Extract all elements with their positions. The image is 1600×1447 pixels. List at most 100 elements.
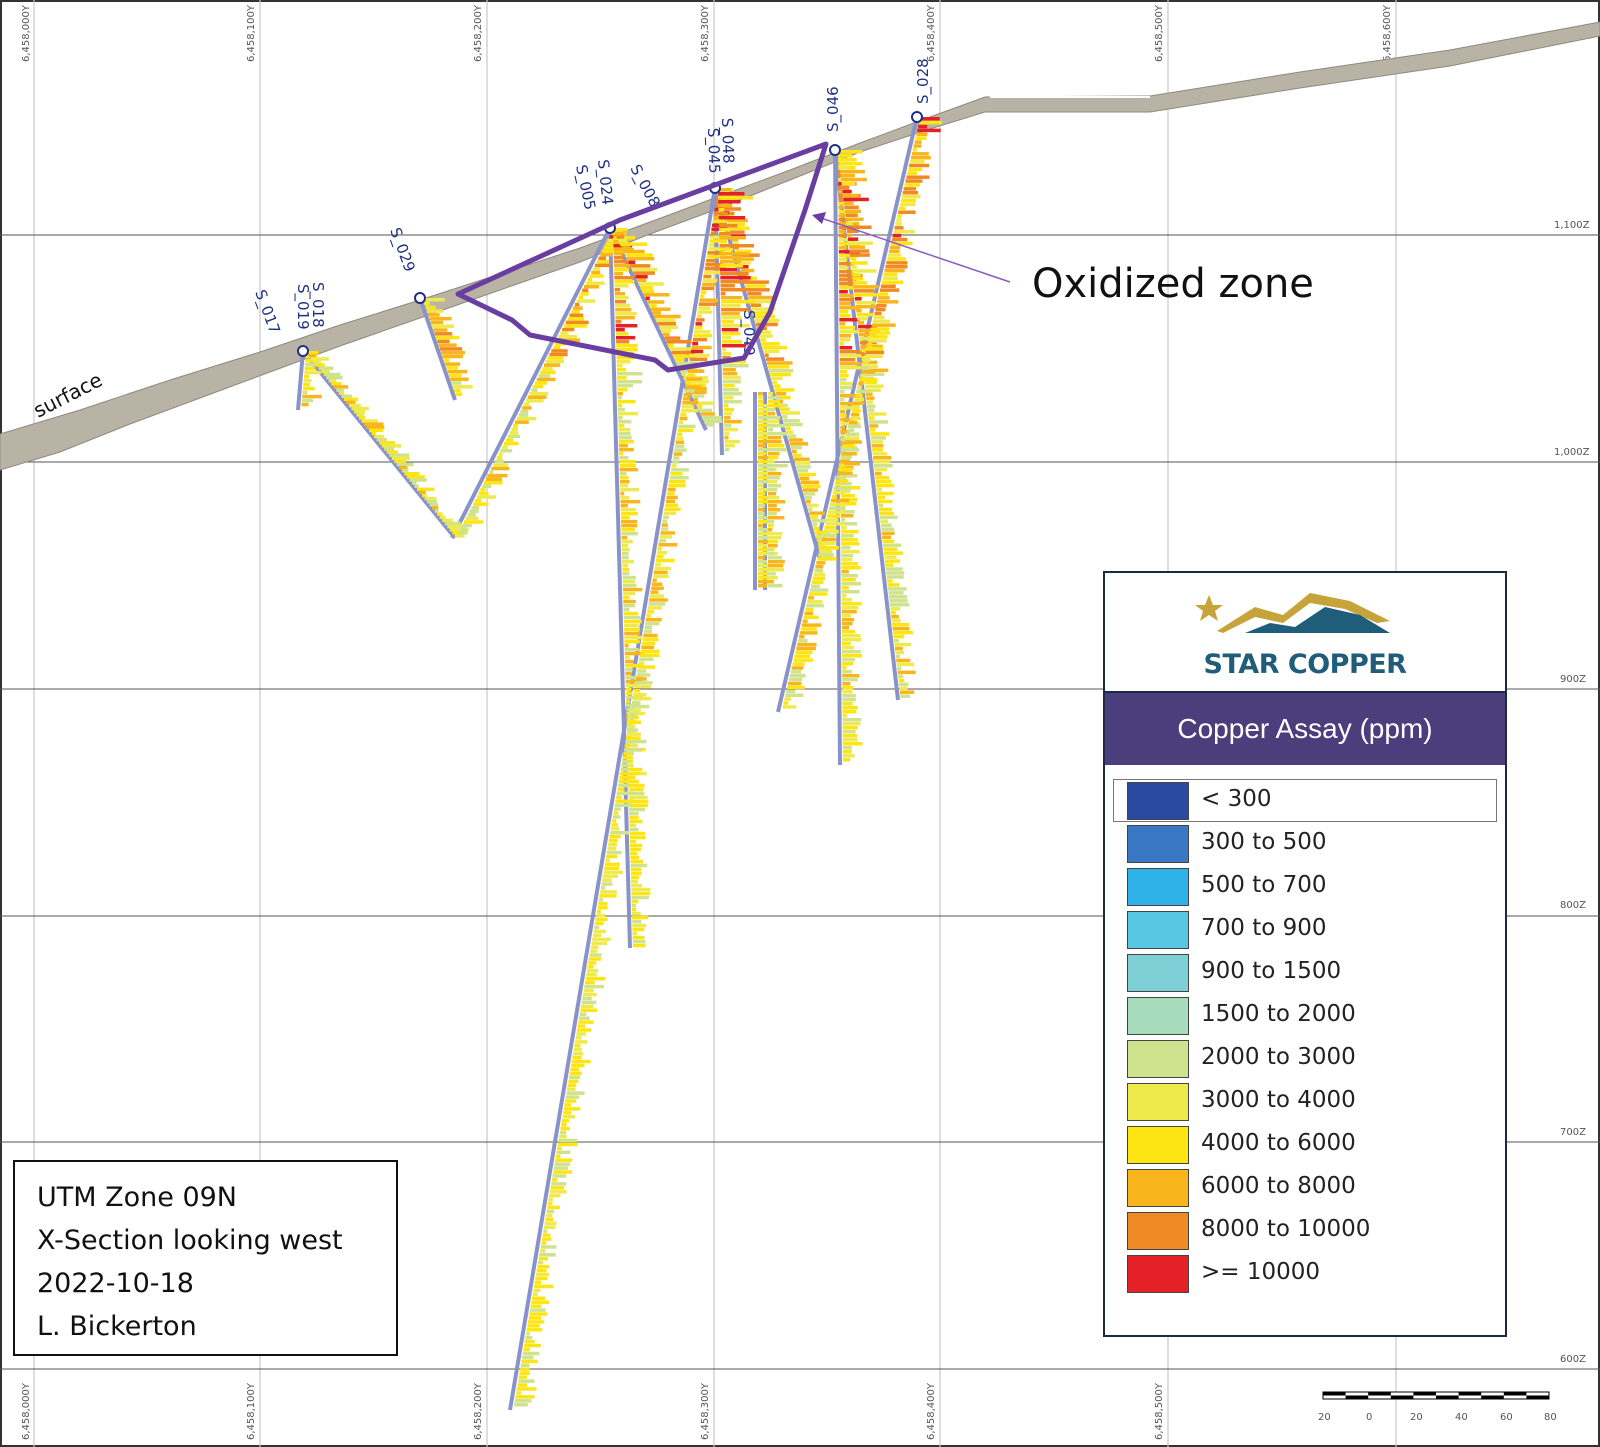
star-copper-logo: STAR COPPER: [1105, 573, 1505, 693]
scale-bar-segment: [1503, 1392, 1527, 1396]
elevation-label: 700Z: [1560, 1127, 1586, 1138]
assay-bar: [594, 263, 611, 268]
assay-bar: [720, 275, 751, 280]
assay-bar: [629, 835, 646, 840]
assay-bar: [666, 339, 692, 344]
assay-bar: [694, 330, 711, 334]
assay-bar: [880, 519, 889, 524]
legend-item[interactable]: 900 to 1500: [1113, 951, 1497, 994]
assay-bars: [301, 117, 942, 1407]
drill-hole-trace: [713, 187, 724, 456]
legend-panel: STAR COPPER Copper Assay (ppm) < 300 300…: [1103, 571, 1507, 1337]
assay-bar: [869, 335, 888, 339]
assay-bar: [614, 803, 633, 807]
legend-item[interactable]: >= 10000: [1113, 1252, 1497, 1295]
assay-bar: [619, 463, 636, 468]
legend-item[interactable]: 700 to 900: [1113, 908, 1497, 951]
assay-bar: [739, 264, 749, 269]
assay-bar: [882, 535, 892, 539]
assay-bar: [840, 449, 847, 454]
legend-swatch: [1127, 911, 1189, 949]
assay-bar: [854, 293, 880, 297]
assay-bar: [858, 381, 864, 386]
assay-bar: [618, 443, 628, 448]
assay-bar: [723, 391, 742, 396]
assay-bar: [616, 363, 623, 368]
assay-bar: [669, 475, 689, 480]
assay-bar: [627, 728, 639, 732]
assay-bar: [558, 334, 578, 339]
assay-bar: [548, 1197, 553, 1202]
assay-bar: [720, 271, 749, 276]
legend-item[interactable]: 1500 to 2000: [1113, 994, 1497, 1037]
assay-bar: [800, 480, 819, 485]
northing-label: 6,458,600Y: [1382, 4, 1393, 62]
assay-bar: [855, 304, 878, 309]
legend-item[interactable]: < 300: [1113, 779, 1497, 822]
assay-bar: [686, 383, 706, 387]
assay-bar: [543, 1225, 556, 1230]
assay-bar: [491, 466, 510, 471]
assay-bar: [520, 1363, 530, 1368]
assay-bar: [422, 493, 427, 498]
assay-bar: [702, 282, 717, 287]
assay-bar: [560, 331, 569, 335]
legend-item[interactable]: 8000 to 10000: [1113, 1209, 1497, 1252]
assay-bar: [417, 487, 435, 492]
assay-bar: [890, 607, 901, 611]
legend-item[interactable]: 4000 to 6000: [1113, 1123, 1497, 1166]
assay-bar: [686, 373, 696, 377]
assay-bar: [516, 1387, 537, 1391]
assay-bar: [316, 363, 325, 367]
assay-bar: [567, 1083, 577, 1087]
assay-bar: [536, 1268, 547, 1273]
assay-bar: [768, 500, 786, 504]
assay-bar: [673, 354, 696, 358]
assay-bar: [758, 452, 767, 456]
legend-item[interactable]: 6000 to 8000: [1113, 1166, 1497, 1209]
assay-bar: [622, 555, 629, 560]
assay-bar: [838, 153, 853, 158]
assay-bar: [301, 402, 309, 407]
assay-bar: [498, 452, 503, 457]
assay-bar: [547, 1205, 560, 1210]
assay-bar: [793, 658, 814, 662]
legend-item[interactable]: 3000 to 4000: [1113, 1080, 1497, 1123]
legend-item[interactable]: 2000 to 3000: [1113, 1037, 1497, 1080]
assay-bar: [899, 686, 908, 690]
assay-bar: [612, 815, 621, 819]
legend-item[interactable]: 500 to 700: [1113, 865, 1497, 908]
assay-bar: [748, 295, 774, 300]
legend-item[interactable]: 300 to 500: [1113, 822, 1497, 865]
assay-bar: [670, 472, 683, 476]
drill-hole-trace: [608, 227, 632, 949]
assay-bar: [620, 767, 630, 772]
assay-bar: [851, 269, 877, 273]
assay-bar: [813, 526, 820, 531]
assay-bar: [303, 374, 310, 379]
assay-bar: [879, 515, 898, 520]
date-text: 2022-10-18: [37, 1268, 194, 1299]
assay-bar: [625, 683, 639, 688]
assay-bar: [618, 431, 631, 436]
assay-bar: [879, 292, 889, 296]
assay-bar: [623, 599, 636, 604]
assay-bar: [782, 415, 788, 419]
assay-bar: [758, 330, 772, 334]
assay-bar: [559, 1130, 567, 1135]
legend-item-label: 500 to 700: [1201, 872, 1327, 898]
assay-bar: [718, 195, 754, 200]
assay-bar: [840, 413, 847, 418]
author-text: L. Bickerton: [37, 1311, 197, 1342]
assay-bar: [446, 366, 459, 370]
assay-bar: [839, 297, 854, 302]
assay-bar: [618, 423, 625, 428]
drill-hole-trace: [296, 350, 305, 411]
assay-bar: [708, 247, 726, 251]
assay-bar: [852, 277, 864, 281]
legend-swatch: [1127, 1126, 1189, 1164]
assay-bar: [703, 274, 712, 279]
assay-bar: [839, 277, 857, 282]
assay-bar: [531, 1300, 550, 1304]
assay-bar: [598, 902, 608, 906]
